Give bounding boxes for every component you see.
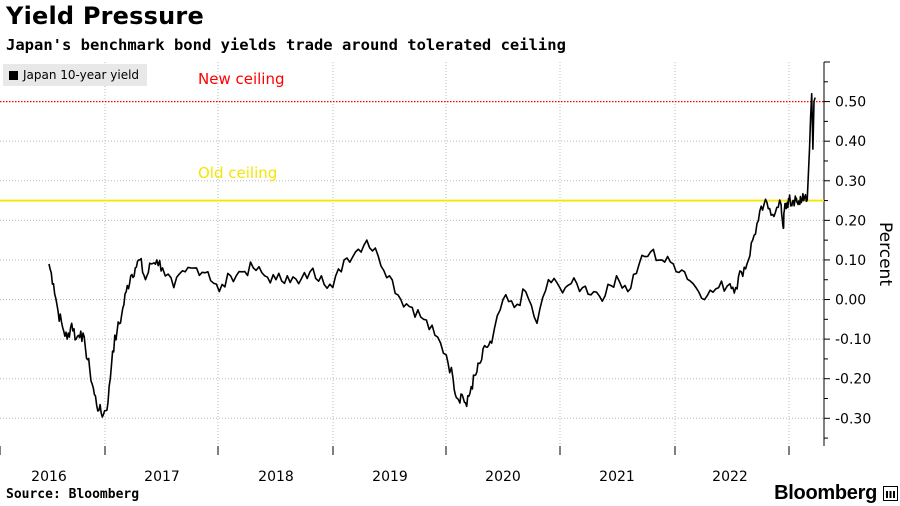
new-ceiling-label: New ceiling xyxy=(198,70,285,88)
series-line-japan-10y xyxy=(48,192,808,418)
x-tick-label: 2017 xyxy=(144,469,180,485)
x-tick-label: 2016 xyxy=(31,469,67,485)
bar-chart-icon xyxy=(883,486,898,501)
y-tick-label: 0.00 xyxy=(835,293,866,309)
brand-name: Bloomberg xyxy=(774,482,877,504)
y-tick-label: 0.20 xyxy=(835,213,866,229)
y-tick-label: 0.30 xyxy=(835,174,866,190)
brand-logo: Bloomberg xyxy=(774,482,898,505)
x-tick-label: 2022 xyxy=(712,469,748,485)
old-ceiling-label: Old ceiling xyxy=(198,164,277,182)
y-tick-label: 0.50 xyxy=(835,95,866,111)
y-tick-label: 0.40 xyxy=(835,134,866,150)
legend: Japan 10-year yield xyxy=(3,64,148,86)
source-note: Source: Bloomberg xyxy=(6,487,140,502)
legend-label: Japan 10-year yield xyxy=(23,68,140,82)
y-axis-title: Percent xyxy=(875,222,895,286)
series-line-japan-10y xyxy=(806,92,816,201)
legend-swatch-icon xyxy=(9,70,18,80)
x-tick-label: 2021 xyxy=(599,469,635,485)
chart-subtitle: Japan's benchmark bond yields trade arou… xyxy=(6,36,566,54)
chart-title: Yield Pressure xyxy=(6,2,204,30)
y-tick-label: -0.30 xyxy=(835,411,871,427)
y-tick-label: -0.20 xyxy=(835,372,871,388)
x-tick-label: 2020 xyxy=(485,469,521,485)
y-tick-label: 0.10 xyxy=(835,253,866,269)
x-tick-label: 2019 xyxy=(372,469,408,485)
y-tick-label: -0.10 xyxy=(835,332,871,348)
x-tick-label: 2018 xyxy=(258,469,294,485)
